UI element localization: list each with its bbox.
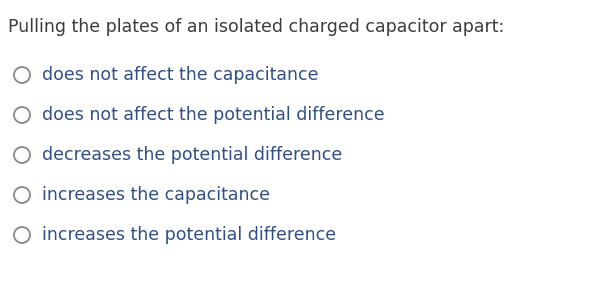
Text: decreases the potential difference: decreases the potential difference xyxy=(42,146,342,164)
Text: increases the capacitance: increases the capacitance xyxy=(42,186,270,204)
Text: increases the potential difference: increases the potential difference xyxy=(42,226,336,244)
Text: does not affect the potential difference: does not affect the potential difference xyxy=(42,106,385,124)
Text: does not affect the capacitance: does not affect the capacitance xyxy=(42,66,319,84)
Text: Pulling the plates of an isolated charged capacitor apart:: Pulling the plates of an isolated charge… xyxy=(8,18,504,36)
